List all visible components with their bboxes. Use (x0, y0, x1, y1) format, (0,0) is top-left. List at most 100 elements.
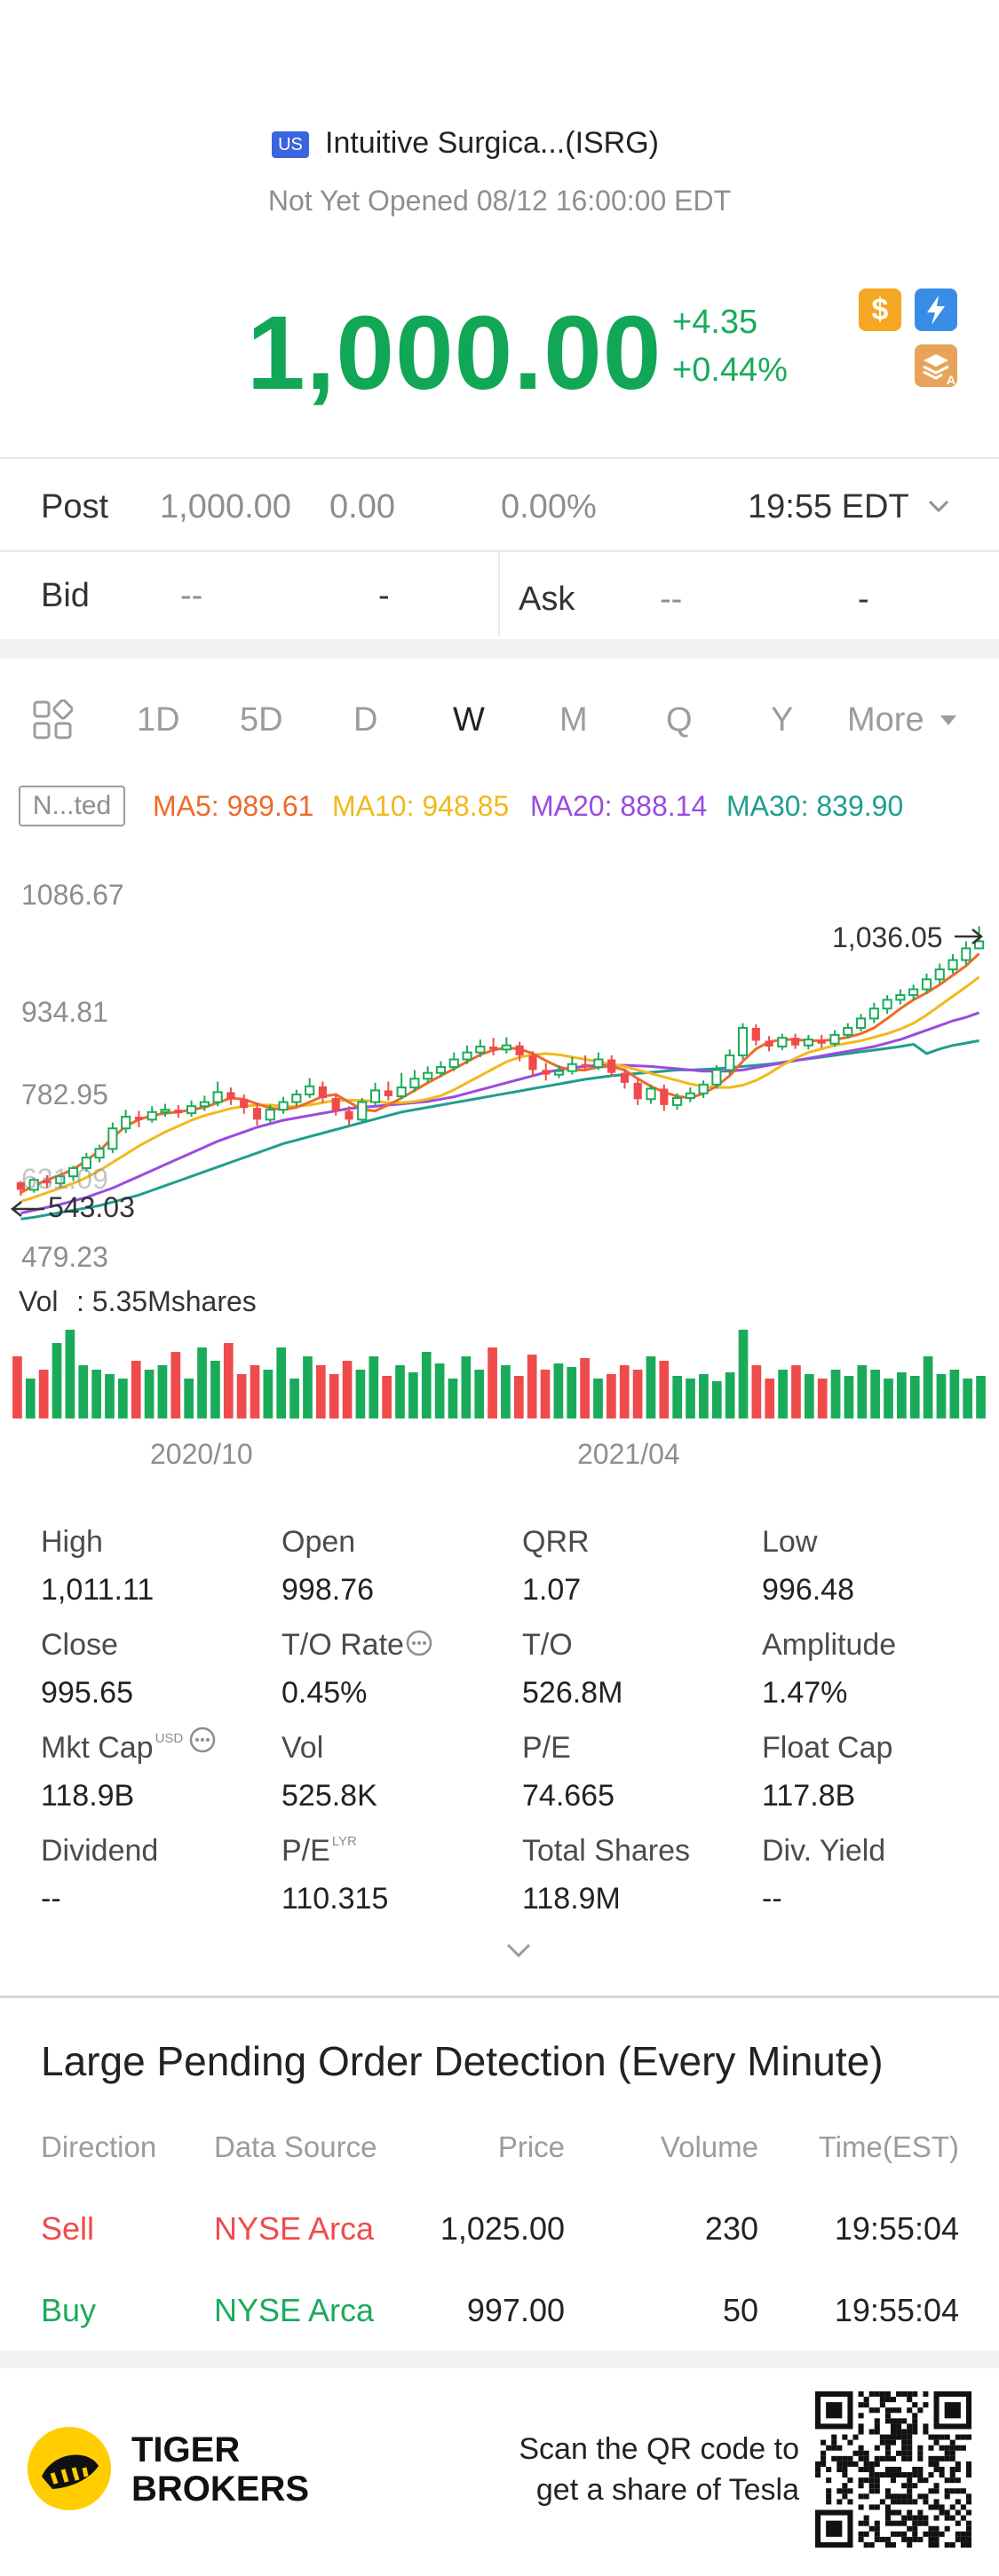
info-icon[interactable] (405, 1629, 433, 1662)
volume-bar (303, 1356, 313, 1418)
candle (291, 1089, 302, 1107)
candle (28, 1177, 39, 1193)
volume-bar (897, 1372, 907, 1418)
tab-w[interactable]: W (453, 701, 485, 739)
volume-bar (223, 1343, 234, 1418)
candle (607, 1055, 616, 1078)
candle (278, 1096, 289, 1114)
volume-bar (118, 1379, 128, 1418)
stat-value: 110.315 (281, 1882, 389, 1916)
chevron-down-icon[interactable] (925, 493, 952, 524)
more-caret-icon[interactable] (939, 713, 958, 731)
candle (934, 963, 945, 984)
y-tick-label: 782.95 (21, 1079, 108, 1110)
dollar-icon[interactable]: $ (859, 288, 901, 331)
volume-bar (791, 1365, 801, 1418)
stack-icon[interactable]: A (915, 344, 957, 387)
stat-label: QRR (522, 1525, 590, 1559)
stat-value: 118.9M (522, 1882, 621, 1916)
candle (947, 953, 958, 974)
volume-bar (817, 1379, 828, 1418)
candle (16, 1181, 25, 1196)
volume-bar (884, 1379, 893, 1418)
stat-value: 118.9B (41, 1779, 135, 1813)
stat-value: -- (41, 1882, 61, 1916)
tab-more[interactable]: More (847, 701, 924, 739)
flash-icon[interactable] (915, 288, 957, 331)
info-icon[interactable] (188, 1726, 217, 1758)
column-header: Price (497, 2130, 565, 2163)
volume-bar (751, 1365, 762, 1418)
candle (671, 1093, 683, 1110)
ma5-line (20, 952, 980, 1194)
volume-bar (157, 1365, 168, 1418)
pending-orders-title: Large Pending Order Detection (Every Min… (41, 2038, 884, 2084)
tab-1d[interactable]: 1D (137, 701, 180, 739)
adjust-mode-button[interactable]: N...ted (19, 786, 125, 826)
candle (581, 1055, 590, 1071)
volume-bar (315, 1365, 326, 1418)
candle (737, 1023, 749, 1060)
stat-label: High (41, 1525, 103, 1559)
volume-bar (12, 1356, 22, 1418)
candle (212, 1081, 223, 1107)
candle (423, 1066, 433, 1083)
bid-price: -- (180, 577, 203, 614)
low-marker-label: 543.03 (48, 1191, 135, 1223)
volume-bar (949, 1370, 960, 1418)
candle (646, 1084, 656, 1104)
volume-bar (52, 1343, 62, 1418)
volume-bar (91, 1370, 101, 1418)
candle (882, 995, 892, 1015)
tab-y[interactable]: Y (771, 701, 794, 739)
volume-bar (25, 1379, 36, 1418)
candle (698, 1080, 709, 1098)
volume-bar (540, 1370, 551, 1418)
candle (751, 1023, 760, 1046)
volume-bar (553, 1363, 564, 1418)
candle (435, 1061, 447, 1078)
ask-size: - (858, 581, 869, 618)
tab-q[interactable]: Q (666, 701, 693, 739)
post-label: Post (41, 488, 109, 525)
candle (55, 1173, 66, 1188)
grid-layout-icon[interactable] (32, 699, 74, 745)
stat-value: 526.8M (522, 1676, 623, 1710)
stock-title[interactable]: Intuitive Surgica...(ISRG) (325, 126, 660, 160)
tab-d[interactable]: D (353, 701, 378, 739)
promo-text: get a share of Tesla (535, 2473, 799, 2507)
volume-bar (804, 1374, 814, 1418)
volume-bar (659, 1361, 670, 1418)
candle (791, 1033, 800, 1049)
candle (895, 989, 906, 1005)
bid-label: Bid (41, 577, 90, 614)
time-cell: 19:55:04 (834, 2210, 959, 2247)
volume-bar (210, 1361, 220, 1418)
volume-bar (923, 1356, 933, 1418)
qr-code-icon[interactable] (815, 2391, 971, 2548)
candle (265, 1104, 275, 1123)
expand-chevron-icon[interactable] (503, 1940, 535, 1965)
candle (961, 941, 971, 965)
candle (868, 1002, 879, 1023)
candlestick-chart[interactable] (0, 852, 999, 1491)
direction-cell: Buy (41, 2292, 97, 2328)
tab-5d[interactable]: 5D (240, 701, 283, 739)
candle (593, 1052, 604, 1071)
volume-bar (711, 1381, 722, 1418)
volume-bar (632, 1370, 643, 1418)
candle (174, 1104, 183, 1118)
candle (501, 1037, 511, 1054)
tab-m[interactable]: M (559, 701, 588, 739)
column-header: Time(EST) (818, 2130, 959, 2163)
volume-bar (329, 1374, 339, 1418)
volume-bar (250, 1365, 260, 1418)
volume-bar (408, 1372, 418, 1418)
stat-value: 525.8K (281, 1779, 377, 1813)
post-change: 0.00 (329, 488, 395, 525)
market-status: Not Yet Opened 08/12 16:00:00 EDT (267, 185, 732, 217)
x-axis-label: 2021/04 (577, 1438, 680, 1470)
promo-text: Scan the QR code to (519, 2432, 799, 2466)
candle (147, 1106, 157, 1123)
post-time[interactable]: 19:55 EDT (748, 488, 909, 525)
